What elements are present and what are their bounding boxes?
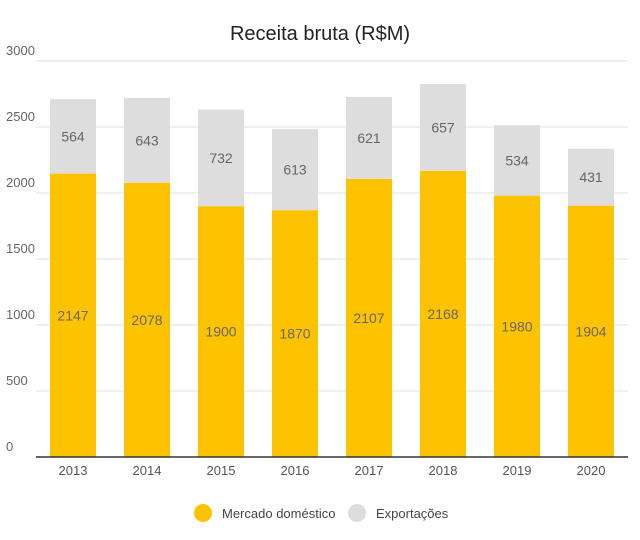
x-tick-label: 2015 [207,463,236,478]
legend-label: Exportações [376,506,449,521]
y-tick-label: 500 [6,373,28,388]
data-label: 431 [579,169,603,185]
data-label: 643 [135,132,159,148]
y-tick-label: 3000 [6,43,35,58]
data-label: 564 [61,128,85,144]
data-label: 1904 [575,323,606,339]
y-tick-label: 1000 [6,307,35,322]
bar-exportacoes [346,96,392,179]
bar-mercado-domestico [568,205,614,457]
bar-mercado-domestico [346,178,392,457]
legend: Mercado doméstico Exportações [194,504,449,522]
data-label: 2168 [427,306,458,322]
y-tick-label: 0 [6,439,13,454]
x-tick-label: 2017 [355,463,384,478]
x-axis: 2013 2014 2015 2016 2017 2018 2019 2020 [59,463,606,478]
bar-exportacoes [494,125,540,196]
legend-label: Mercado doméstico [222,506,335,521]
x-tick-label: 2018 [429,463,458,478]
legend-swatch [348,504,366,522]
bars [50,84,614,458]
bar-mercado-domestico [420,170,466,457]
bar-exportacoes [420,84,466,171]
bar-exportacoes [50,99,96,174]
x-tick-label: 2019 [503,463,532,478]
data-label: 1870 [279,326,310,342]
data-label: 1980 [501,318,532,334]
bar-exportacoes [124,97,170,183]
data-label: 732 [209,150,233,166]
data-label: 2107 [353,310,384,326]
bar-mercado-domestico [198,206,244,457]
x-tick-label: 2020 [577,463,606,478]
data-label: 657 [431,119,455,135]
data-label: 1900 [205,324,236,340]
data-label: 534 [505,152,529,168]
x-tick-label: 2016 [281,463,310,478]
bar-mercado-domestico [50,173,96,457]
legend-swatch [194,504,212,522]
y-tick-label: 2000 [6,175,35,190]
x-tick-label: 2014 [133,463,162,478]
data-label: 621 [357,130,381,146]
bar-mercado-domestico [272,210,318,457]
bar-exportacoes [198,109,244,207]
x-tick-label: 2013 [59,463,88,478]
bar-exportacoes [568,148,614,206]
y-axis: 0 500 1000 1500 2000 2500 3000 [6,43,35,454]
bar-mercado-domestico [494,195,540,457]
bar-exportacoes [272,129,318,211]
data-label: 2147 [57,307,88,323]
data-label: 2078 [131,312,162,328]
y-tick-label: 2500 [6,109,35,124]
data-labels: 2147 564 2078 643 1900 732 1870 613 2107 621 2168 6… [57,119,606,341]
chart-title: Receita bruta (R$M) [230,23,410,45]
y-tick-label: 1500 [6,241,35,256]
data-label: 613 [283,162,307,178]
bar-mercado-domestico [124,182,170,458]
